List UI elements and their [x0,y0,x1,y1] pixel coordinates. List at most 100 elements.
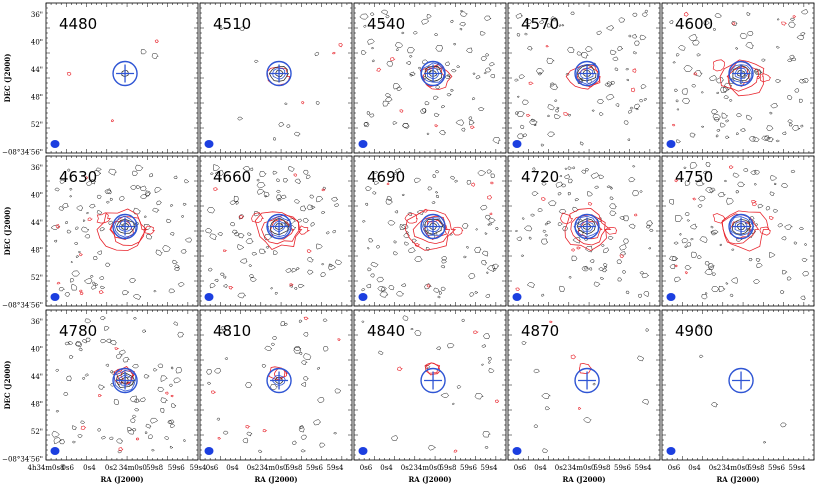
noise-contour [523,225,533,232]
noise-contour [384,96,393,103]
noise-contour [686,219,691,222]
panel-frame [45,2,199,154]
noise-contour [322,318,328,322]
noise-contour [439,130,447,136]
source-contour [271,374,287,386]
noise-contour [774,182,777,186]
noise-contour [735,190,740,194]
noise-contour [725,282,730,285]
noise-contour [521,217,525,220]
noise-contour [730,277,739,284]
noise-contour [546,57,555,64]
noise-contour [417,66,421,70]
noise-contour [643,97,647,101]
noise-contour [748,136,756,142]
noise-contour [781,131,787,135]
noise-contour [673,241,679,245]
source-contour [729,216,755,236]
noise-contour [177,331,185,338]
noise-contour [402,315,409,321]
red-speck [632,68,637,73]
noise-contour [530,118,536,123]
noise-contour [132,414,137,418]
noise-contour [284,102,288,105]
noise-contour [625,68,630,71]
noise-contour [576,51,583,56]
noise-contour [86,211,90,215]
noise-contour [524,19,533,25]
noise-contour [422,108,427,113]
noise-contour [787,58,793,62]
red-speck [434,124,439,128]
noise-contour [676,108,680,111]
noise-contour [515,13,524,19]
noise-contour [75,226,80,230]
panel-label-4810: 4810 [213,322,251,340]
noise-contour [488,222,493,226]
noise-contour [366,283,372,289]
source-circle [728,367,754,394]
noise-contour [583,265,589,270]
noise-contour [132,294,142,300]
noise-contour [221,326,227,330]
noise-contour [481,260,488,266]
y-axis-title: DEC (J2000) [3,207,12,256]
noise-contour [381,20,386,24]
red-speck [684,271,688,275]
noise-contour [484,445,489,449]
noise-contour [219,27,224,30]
noise-contour [619,244,627,251]
y-tick-label: 52" [31,428,43,436]
noise-contour [149,417,159,424]
noise-contour [716,91,720,94]
noise-contour [789,17,796,21]
noise-contour [414,256,423,262]
red-speck [634,213,638,217]
noise-contour [726,197,735,205]
red-contour [564,207,612,252]
noise-contour [96,250,102,255]
panel-frame [45,155,199,307]
noise-contour [105,363,110,367]
red-speck [495,399,500,403]
source-contour [420,62,446,83]
noise-contour [447,343,455,349]
noise-contour [788,123,794,127]
source-contour [731,218,752,235]
beam-ellipse [358,447,368,455]
noise-contour [641,272,650,279]
noise-contour [245,382,253,388]
noise-contour [554,113,562,120]
noise-contour [482,333,491,340]
noise-contour [409,73,414,77]
noise-contour [66,375,72,382]
noise-contour [297,218,303,223]
noise-contour [139,194,148,200]
noise-contour [421,18,430,25]
noise-contour [293,199,300,204]
y-tick-label: 48" [31,247,43,255]
x-axis-title: RA (J2000) [716,475,759,484]
noise-contour [639,271,645,275]
red-speck [337,338,341,341]
x-tick-label: 0s4 [83,464,96,472]
noise-contour [648,247,652,250]
noise-contour [209,283,217,289]
panel-label-4900: 4900 [675,322,713,340]
noise-contour [604,82,612,88]
source-contour [428,70,438,77]
source-contour [268,65,289,82]
noise-contour [300,381,307,387]
red-speck [87,217,93,221]
beam-ellipse [512,447,522,455]
x-axis-title: RA (J2000) [254,475,297,484]
red-speck [397,366,403,372]
source-contour [275,70,284,78]
noise-contour [385,198,394,205]
noise-contour [160,375,168,382]
red-contour [254,211,303,250]
noise-contour [237,292,247,299]
